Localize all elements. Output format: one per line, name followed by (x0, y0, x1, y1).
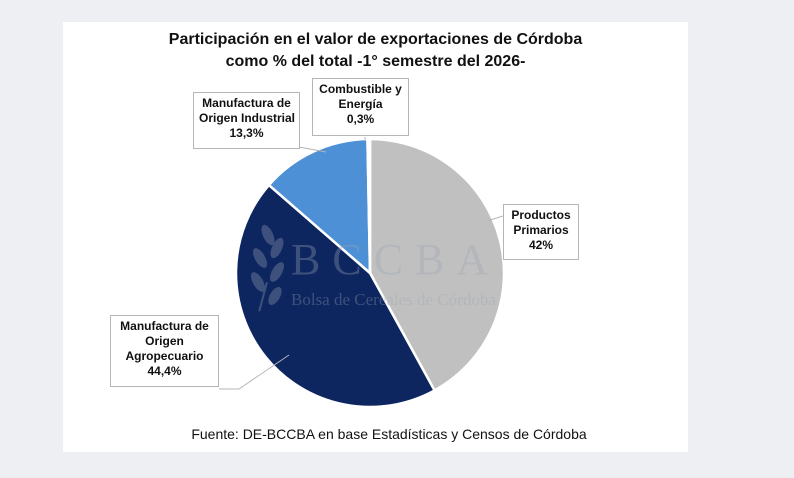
leader-line-productos-primarios (486, 215, 504, 222)
slice-combustible-energia (366, 137, 372, 275)
pie-chart (219, 137, 506, 409)
label-manufactura-origen-agropecuario: Manufactura de Origen Agropecuario 44,4% (110, 315, 219, 387)
label-combustible-line-1: Combustible y (319, 82, 402, 96)
label-mao-line-2: Origen (145, 334, 184, 348)
label-combustible-value: 0,3% (346, 112, 375, 126)
label-moi-value: 13,3% (229, 126, 264, 140)
label-combustible-energia: Combustible y Energía 0,3% (312, 78, 409, 136)
chart-source: Fuente: DE-BCCBA en base Estadísticas y … (191, 426, 587, 442)
label-mao-line-3: Agropecuario (125, 349, 204, 363)
slice-manufactura-origen-agropecuario (234, 183, 436, 409)
label-mao-line-1: Manufactura de (120, 319, 209, 333)
label-productos-primarios-value: 42% (528, 238, 554, 252)
chart-card: Participación en el valor de exportacion… (63, 22, 688, 452)
slice-manufactura-origen-industrial (267, 137, 372, 275)
label-combustible-line-2: Energía (338, 97, 383, 111)
leader-line-mao (219, 354, 290, 390)
leader-lines (219, 137, 504, 390)
slice-productos-primarios (368, 137, 506, 392)
chart-title-line-1: Participación en el valor de exportacion… (168, 31, 583, 48)
label-productos-primarios-line-1: Productos (511, 208, 571, 222)
label-moi-line-1: Manufactura de (202, 96, 291, 110)
chart-title-line-2: como % del total -1° semestre del 2026- (225, 53, 526, 70)
label-moi-line-2: Origen Industrial (199, 111, 296, 125)
leader-line-moi (298, 146, 327, 153)
chart-title: Participación en el valor de exportacion… (63, 29, 688, 73)
label-productos-primarios-line-2: Primarios (513, 223, 569, 237)
label-mao-value: 44,4% (147, 364, 182, 378)
pie-slices (234, 137, 506, 409)
label-manufactura-origen-industrial: Manufactura de Origen Industrial 13,3% (193, 92, 300, 149)
label-productos-primarios: Productos Primarios 42% (503, 204, 579, 260)
